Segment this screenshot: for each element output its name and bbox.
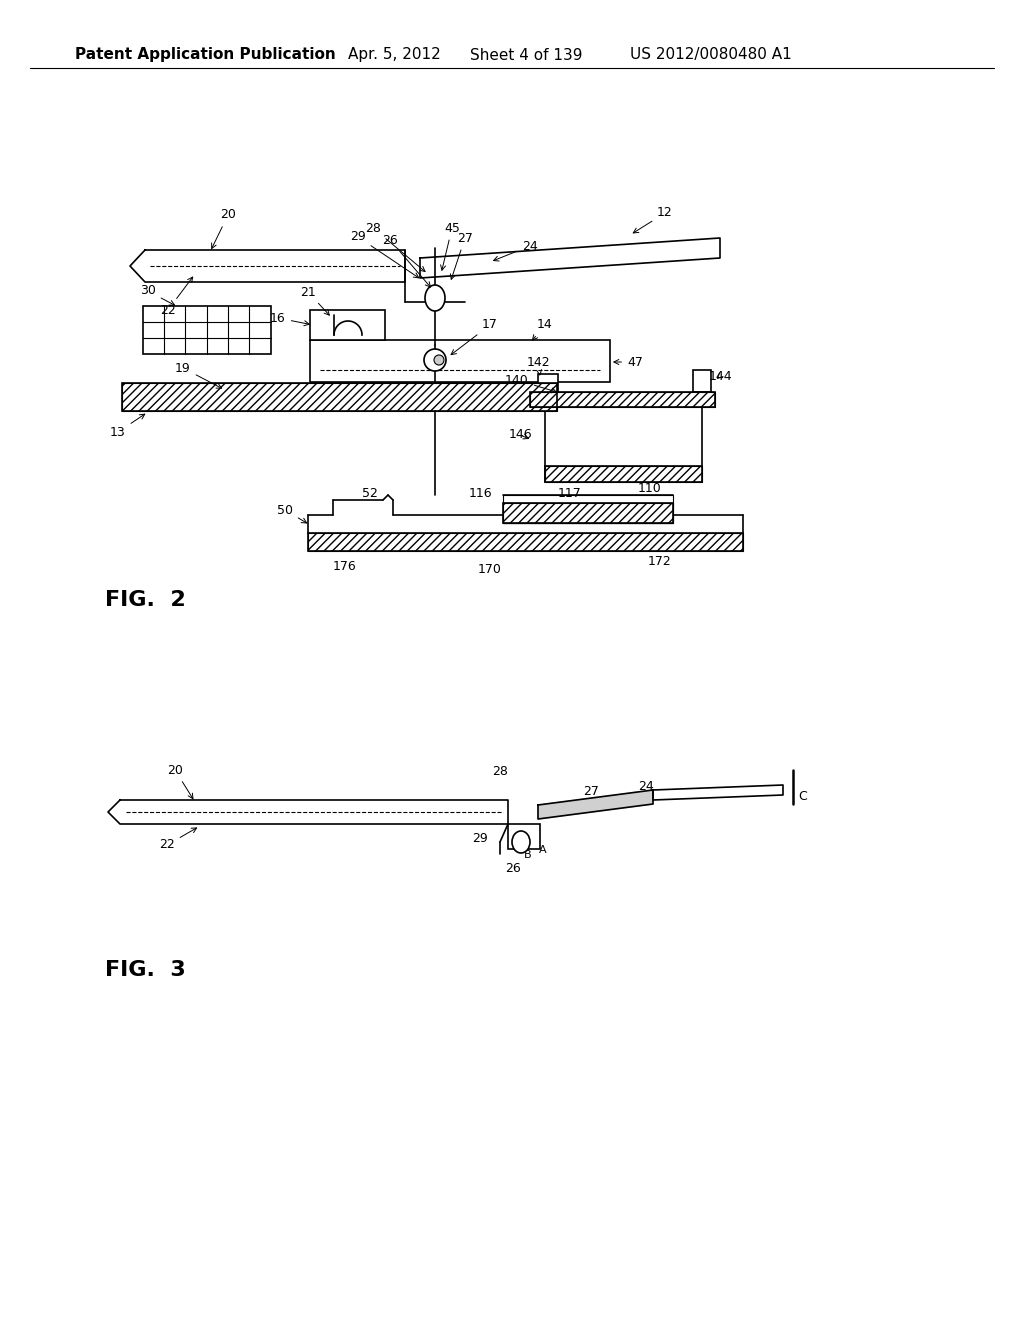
Bar — [538, 374, 558, 392]
Bar — [530, 392, 715, 407]
Text: 144: 144 — [709, 370, 732, 383]
Text: US 2012/0080480 A1: US 2012/0080480 A1 — [630, 48, 792, 62]
Text: 20: 20 — [167, 763, 193, 799]
Text: 17: 17 — [452, 318, 498, 355]
Text: 19: 19 — [175, 362, 221, 388]
Text: 18: 18 — [422, 389, 438, 403]
Polygon shape — [420, 238, 720, 279]
Ellipse shape — [425, 285, 445, 312]
Bar — [310, 341, 610, 381]
Bar — [122, 383, 557, 411]
Text: 26: 26 — [505, 862, 521, 875]
Polygon shape — [108, 800, 508, 824]
Text: 24: 24 — [494, 239, 538, 261]
Text: B: B — [524, 850, 531, 861]
Text: A: A — [539, 845, 547, 855]
Bar — [508, 824, 540, 849]
Text: 47: 47 — [613, 355, 643, 368]
Bar — [308, 533, 743, 550]
Polygon shape — [653, 785, 783, 800]
Bar — [545, 466, 702, 482]
Bar — [503, 503, 673, 523]
Polygon shape — [130, 249, 406, 282]
Text: 29: 29 — [350, 231, 419, 277]
Circle shape — [434, 355, 444, 366]
Bar — [530, 392, 715, 407]
Text: 24: 24 — [638, 780, 653, 793]
Text: 117: 117 — [558, 487, 582, 500]
Ellipse shape — [512, 832, 530, 853]
Text: 116: 116 — [468, 487, 492, 500]
Text: 142: 142 — [526, 355, 550, 375]
Text: 146: 146 — [508, 429, 531, 441]
Bar — [545, 407, 702, 482]
Text: 27: 27 — [583, 785, 599, 799]
Text: 16: 16 — [270, 312, 309, 326]
Bar — [122, 383, 557, 411]
Text: 29: 29 — [472, 832, 488, 845]
Text: 45: 45 — [440, 222, 460, 271]
Text: 26: 26 — [382, 234, 430, 286]
Text: 172: 172 — [648, 554, 672, 568]
Bar — [310, 310, 385, 341]
Text: 30: 30 — [140, 285, 174, 305]
Bar — [503, 503, 673, 523]
Text: 170: 170 — [478, 564, 502, 576]
Text: 27: 27 — [451, 231, 473, 280]
Text: 14: 14 — [532, 318, 553, 341]
Text: 22: 22 — [159, 828, 197, 851]
Circle shape — [424, 348, 446, 371]
Text: FIG.  2: FIG. 2 — [105, 590, 185, 610]
Text: 176: 176 — [333, 560, 357, 573]
Text: 22: 22 — [160, 277, 193, 317]
Text: 50: 50 — [278, 503, 306, 523]
Text: 28: 28 — [493, 766, 508, 777]
Text: 12: 12 — [633, 206, 673, 232]
Bar — [308, 533, 743, 550]
Text: 28: 28 — [366, 222, 425, 272]
Text: 140: 140 — [505, 374, 556, 393]
Text: 52: 52 — [362, 487, 378, 500]
Text: 110: 110 — [638, 482, 662, 495]
Bar — [545, 466, 702, 482]
Text: Sheet 4 of 139: Sheet 4 of 139 — [470, 48, 583, 62]
Text: C: C — [798, 789, 807, 803]
Text: Patent Application Publication: Patent Application Publication — [75, 48, 336, 62]
Polygon shape — [538, 789, 653, 818]
Text: 13: 13 — [111, 414, 144, 438]
Text: 20: 20 — [212, 209, 236, 248]
Text: Apr. 5, 2012: Apr. 5, 2012 — [348, 48, 440, 62]
Bar — [143, 306, 271, 354]
Bar — [693, 370, 711, 392]
Bar — [503, 495, 673, 523]
Text: FIG.  3: FIG. 3 — [105, 960, 185, 979]
Text: 21: 21 — [300, 285, 330, 315]
